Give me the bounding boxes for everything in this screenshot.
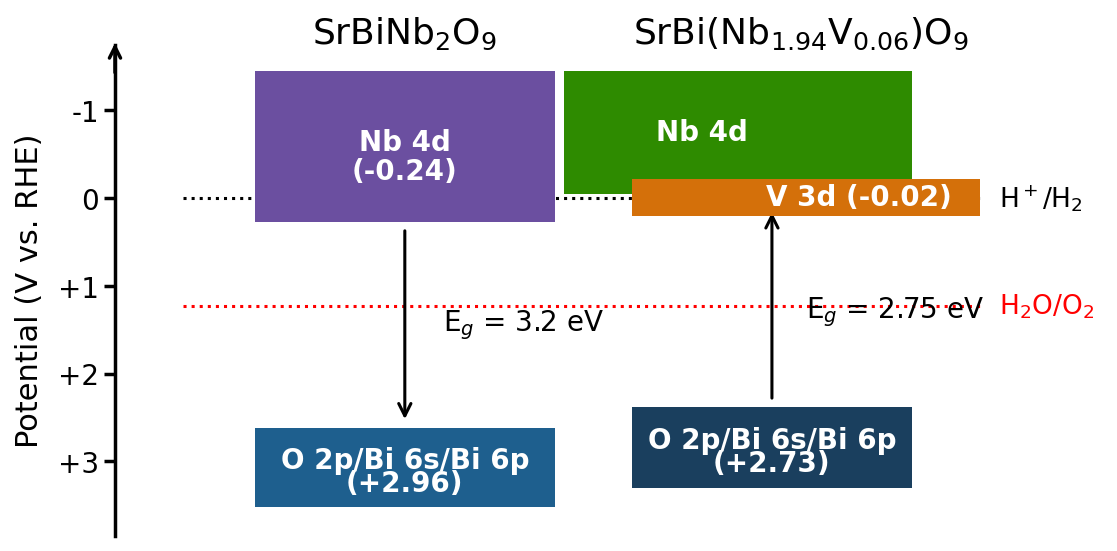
Text: SrBiNb$_2$O$_9$: SrBiNb$_2$O$_9$ — [312, 16, 497, 52]
Bar — [564, 72, 911, 194]
Text: SrBi(Nb$_{1.94}$V$_{0.06}$)O$_9$: SrBi(Nb$_{1.94}$V$_{0.06}$)O$_9$ — [632, 16, 968, 52]
Text: H$^+$/H$_2$: H$^+$/H$_2$ — [999, 183, 1082, 214]
Text: O 2p/Bi 6s/Bi 6p: O 2p/Bi 6s/Bi 6p — [647, 426, 896, 455]
Text: H$_2$O/O$_2$: H$_2$O/O$_2$ — [999, 292, 1094, 321]
Text: E$_g$ = 3.2 eV: E$_g$ = 3.2 eV — [443, 309, 604, 342]
Text: O 2p/Bi 6s/Bi 6p: O 2p/Bi 6s/Bi 6p — [280, 447, 528, 474]
Text: E$_g$ = 2.75 eV: E$_g$ = 2.75 eV — [805, 295, 983, 328]
Bar — [255, 72, 554, 222]
Text: Nb 4d: Nb 4d — [656, 119, 747, 147]
Text: Nb 4d: Nb 4d — [359, 128, 450, 156]
Bar — [255, 428, 554, 507]
Text: (+2.96): (+2.96) — [346, 469, 464, 498]
Bar — [631, 407, 911, 488]
Text: V 3d (-0.02): V 3d (-0.02) — [765, 183, 952, 212]
Y-axis label: Potential (V vs. RHE): Potential (V vs. RHE) — [15, 133, 44, 447]
Text: (-0.24): (-0.24) — [352, 158, 457, 185]
Bar — [631, 179, 978, 216]
Text: (+2.73): (+2.73) — [713, 449, 830, 477]
